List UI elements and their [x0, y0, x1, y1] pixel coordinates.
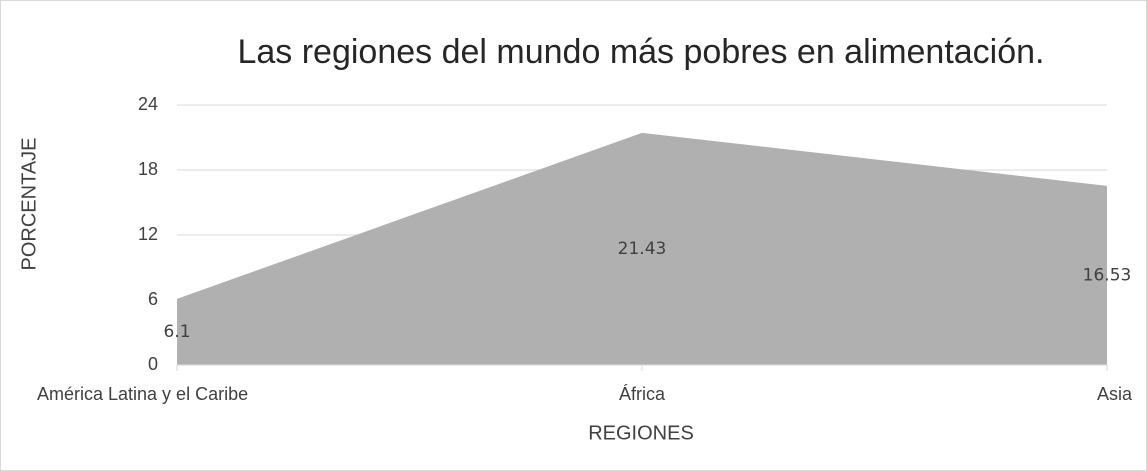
- y-axis-label: PORCENTAJE: [18, 138, 40, 271]
- y-tick-label: 0: [148, 354, 158, 374]
- y-tick-label: 12: [138, 224, 158, 244]
- x-tick-label: América Latina y el Caribe: [37, 384, 248, 404]
- data-label: 6.1: [163, 322, 190, 342]
- data-label: 21.43: [618, 239, 667, 259]
- x-tick-label: Asia: [1097, 384, 1133, 404]
- chart-title: Las regiones del mundo más pobres en ali…: [237, 33, 1044, 71]
- y-tick-label: 24: [138, 94, 158, 114]
- data-label: 16.53: [1083, 265, 1132, 285]
- x-axis-label: REGIONES: [588, 422, 694, 444]
- y-tick-label: 6: [148, 289, 158, 309]
- x-tick-label: África: [619, 384, 666, 404]
- y-tick-label: 18: [138, 159, 158, 179]
- area: [177, 132, 1107, 365]
